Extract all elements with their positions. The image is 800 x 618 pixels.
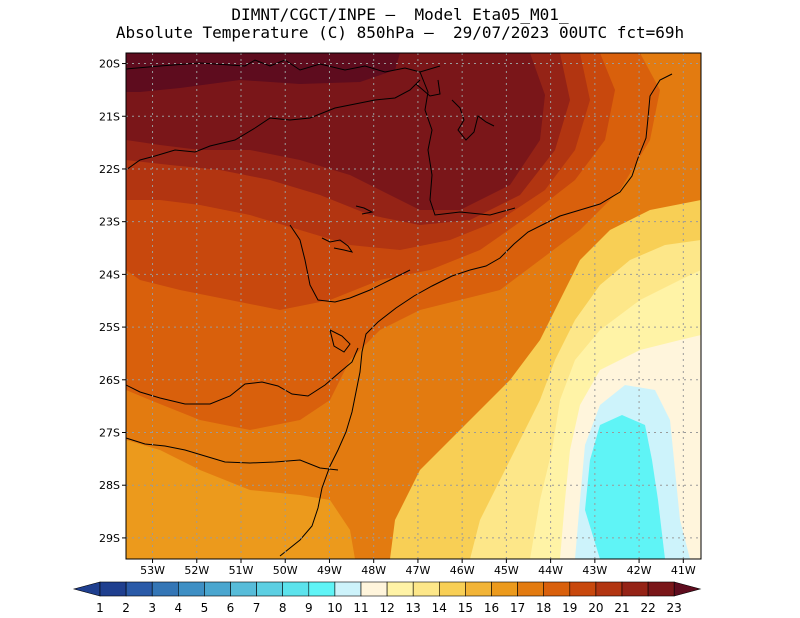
state-border	[126, 79, 421, 171]
field-cold-pool	[585, 415, 665, 559]
lat-label: 28S	[99, 479, 120, 492]
colorbar-swatch	[647, 581, 675, 597]
state-border	[126, 347, 359, 405]
field-peak	[126, 53, 400, 92]
lon-label: 48W	[361, 564, 386, 577]
river	[451, 99, 495, 141]
lagoon	[329, 329, 351, 353]
lon-label: 49W	[317, 564, 342, 577]
colorbar-arrow-low	[72, 581, 101, 597]
lon-label: 53W	[140, 564, 165, 577]
colorbar-swatch	[412, 581, 440, 597]
lat-label: 24S	[99, 268, 120, 281]
state-border	[289, 224, 411, 303]
colorbar-label: 9	[305, 601, 313, 615]
plot-frame	[125, 52, 702, 560]
lon-label: 50W	[273, 564, 298, 577]
colorbar-label: 18	[536, 601, 551, 615]
colorbar-label: 20	[588, 601, 603, 615]
colorbar-swatch	[465, 581, 492, 597]
colorbar-label: 2	[122, 601, 130, 615]
colorbar-swatch	[438, 581, 466, 597]
colorbar-label: 12	[379, 601, 394, 615]
colorbar-swatch	[517, 581, 544, 597]
colorbar-label: 4	[174, 601, 182, 615]
colorbar-label: 1	[96, 601, 104, 615]
field-southwest	[126, 440, 355, 559]
colorbar-label: 23	[667, 601, 682, 615]
colorbar-label: 5	[201, 601, 209, 615]
lat-label: 29S	[99, 532, 120, 545]
colorbar-label: 7	[253, 601, 261, 615]
colorbar-label: 22	[640, 601, 655, 615]
lat-label: 25S	[99, 321, 120, 334]
lat-label: 22S	[99, 163, 120, 176]
river	[415, 79, 441, 97]
colorbar-swatch	[491, 581, 518, 597]
colorbar-swatch	[360, 581, 388, 597]
lon-label: 42W	[627, 564, 652, 577]
temperature-field	[126, 53, 701, 559]
colorbar-swatch	[151, 581, 179, 597]
colorbar-swatch	[386, 581, 414, 597]
lon-label: 45W	[494, 564, 519, 577]
colorbar-swatch	[543, 581, 571, 597]
state-border	[419, 71, 516, 216]
colorbar-label: 11	[353, 601, 368, 615]
colorbar-swatch	[230, 581, 257, 597]
colorbar-swatch	[99, 581, 127, 597]
lon-label: 44W	[538, 564, 563, 577]
colorbar-swatch	[569, 581, 597, 597]
colorbar-label: 10	[327, 601, 342, 615]
lon-label: 41W	[671, 564, 696, 577]
lon-label: 52W	[184, 564, 209, 577]
lat-label: 20S	[99, 58, 120, 71]
colorbar-label: 14	[432, 601, 447, 615]
river	[355, 205, 374, 215]
lat-label: 27S	[99, 427, 120, 440]
colorbar-label: 13	[406, 601, 421, 615]
colorbar-swatch	[256, 581, 284, 597]
colorbar-swatch	[595, 581, 623, 597]
colorbar-arrow-high	[673, 581, 702, 597]
axis-ticks: 53W 52W 51W 50W 49W 48W 47W 46W 45W 44W 43W 42W 41W 2…	[99, 58, 696, 577]
chart-title-line2: Absolute Temperature (C) 850hPa – 29/07/…	[115, 23, 685, 42]
colorbar-swatch	[621, 581, 649, 597]
lat-label: 21S	[99, 110, 120, 123]
colorbar-swatch	[334, 581, 362, 597]
colorbar-swatch	[178, 581, 205, 597]
graticule	[126, 53, 701, 559]
river	[321, 237, 354, 253]
colorbar-label: 15	[458, 601, 473, 615]
colorbar-label: 3	[148, 601, 156, 615]
colorbar-swatch	[125, 581, 153, 597]
lat-label: 23S	[99, 216, 120, 229]
colorbar-label: 8	[279, 601, 287, 615]
colorbar-swatch	[308, 581, 336, 597]
lon-label: 47W	[405, 564, 430, 577]
lon-label: 46W	[450, 564, 475, 577]
colorbar-swatch	[204, 581, 231, 597]
colorbar-label: 6	[227, 601, 235, 615]
colorbar: 1 2 3 4 5 6 7 8 9 10 11 12 13 14 15 16 17 18 19 20 21 22 23	[72, 581, 702, 615]
lon-label: 51W	[229, 564, 254, 577]
lon-label: 43W	[582, 564, 607, 577]
coastline-borders	[126, 59, 673, 557]
colorbar-label: 19	[562, 601, 577, 615]
chart-title-line1: DIMNT/CGCT/INPE – Model Eta05_M01_	[231, 5, 569, 24]
colorbar-label: 17	[510, 601, 525, 615]
state-border	[126, 437, 339, 471]
lat-label: 26S	[99, 374, 120, 387]
colorbar-label: 16	[484, 601, 499, 615]
coastline	[279, 73, 673, 557]
colorbar-label: 21	[614, 601, 629, 615]
state-border	[126, 59, 441, 73]
colorbar-swatch	[282, 581, 310, 597]
